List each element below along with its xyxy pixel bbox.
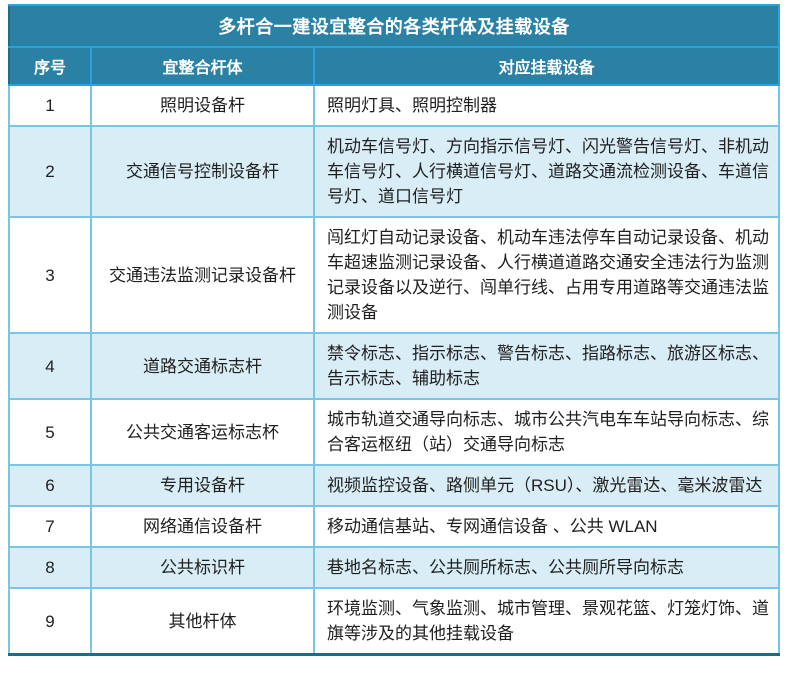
table-row: 4 道路交通标志杆 禁令标志、指示标志、警告标志、指路标志、旅游区标志、告示标志… (8, 332, 780, 400)
table-title: 多杆合一建设宜整合的各类杆体及挂载设备 (9, 5, 779, 48)
row-index-cell: 7 (8, 505, 92, 548)
row-index-cell: 1 (8, 84, 92, 127)
table-row: 6 专用设备杆 视频监控设备、路侧单元（RSU）、激光雷达、毫米波雷达 (8, 464, 780, 507)
table-row: 2 交通信号控制设备杆 机动车信号灯、方向指示信号灯、闪光警告信号灯、非机动车信… (8, 125, 780, 218)
table-title-row: 多杆合一建设宜整合的各类杆体及挂载设备 (9, 5, 779, 48)
pole-name-cell: 交通违法监测记录设备杆 (90, 216, 315, 334)
table-row: 7 网络通信设备杆 移动通信基站、专网通信设备 、公共 WLAN (8, 505, 780, 548)
row-index-cell: 9 (8, 587, 92, 656)
row-index-cell: 3 (8, 216, 92, 334)
devices-cell: 城市轨道交通导向标志、城市公共汽电车车站导向标志、综合客运枢纽（站）交通导向标志 (313, 398, 780, 466)
devices-cell: 环境监测、气象监测、城市管理、景观花篮、灯笼灯饰、道旗等涉及的其他挂载设备 (313, 587, 780, 656)
pole-name-cell: 网络通信设备杆 (90, 505, 315, 548)
devices-cell: 移动通信基站、专网通信设备 、公共 WLAN (313, 505, 780, 548)
row-index-cell: 5 (8, 398, 92, 466)
col-header-devices: 对应挂载设备 (314, 47, 779, 86)
table-row: 3 交通违法监测记录设备杆 闯红灯自动记录设备、机动车违法停车自动记录设备、机动… (8, 216, 780, 334)
col-header-no: 序号 (9, 47, 92, 86)
pole-name-cell: 公共标识杆 (90, 546, 315, 589)
pole-name-cell: 专用设备杆 (90, 464, 315, 507)
row-index-cell: 4 (8, 332, 92, 400)
table-row: 9 其他杆体 环境监测、气象监测、城市管理、景观花篮、灯笼灯饰、道旗等涉及的其他… (8, 587, 780, 656)
col-header-pole: 宜整合杆体 (91, 47, 315, 86)
devices-cell: 闯红灯自动记录设备、机动车违法停车自动记录设备、机动车超速监测记录设备、人行横道… (313, 216, 780, 334)
pole-name-cell: 其他杆体 (90, 587, 315, 656)
pole-name-cell: 照明设备杆 (90, 84, 315, 127)
row-index-cell: 2 (8, 125, 92, 218)
table-row: 8 公共标识杆 巷地名标志、公共厕所标志、公共厕所导向标志 (8, 546, 780, 589)
devices-cell: 视频监控设备、路侧单元（RSU）、激光雷达、毫米波雷达 (313, 464, 780, 507)
table-header-row: 序号 宜整合杆体 对应挂载设备 (9, 47, 779, 86)
devices-cell: 禁令标志、指示标志、警告标志、指路标志、旅游区标志、告示标志、辅助标志 (313, 332, 780, 400)
table-row: 5 公共交通客运标志杯 城市轨道交通导向标志、城市公共汽电车车站导向标志、综合客… (8, 398, 780, 466)
devices-cell: 机动车信号灯、方向指示信号灯、闪光警告信号灯、非机动车信号灯、人行横道信号灯、道… (313, 125, 780, 218)
devices-cell: 巷地名标志、公共厕所标志、公共厕所导向标志 (313, 546, 780, 589)
pole-name-cell: 交通信号控制设备杆 (90, 125, 315, 218)
devices-cell: 照明灯具、照明控制器 (313, 84, 780, 127)
pole-name-cell: 公共交通客运标志杯 (90, 398, 315, 466)
pole-name-cell: 道路交通标志杆 (90, 332, 315, 400)
row-index-cell: 8 (8, 546, 92, 589)
row-index-cell: 6 (8, 464, 92, 507)
table-row: 1 照明设备杆 照明灯具、照明控制器 (8, 84, 780, 127)
pole-integration-table: 多杆合一建设宜整合的各类杆体及挂载设备 序号 宜整合杆体 对应挂载设备 1 照明… (8, 4, 780, 656)
